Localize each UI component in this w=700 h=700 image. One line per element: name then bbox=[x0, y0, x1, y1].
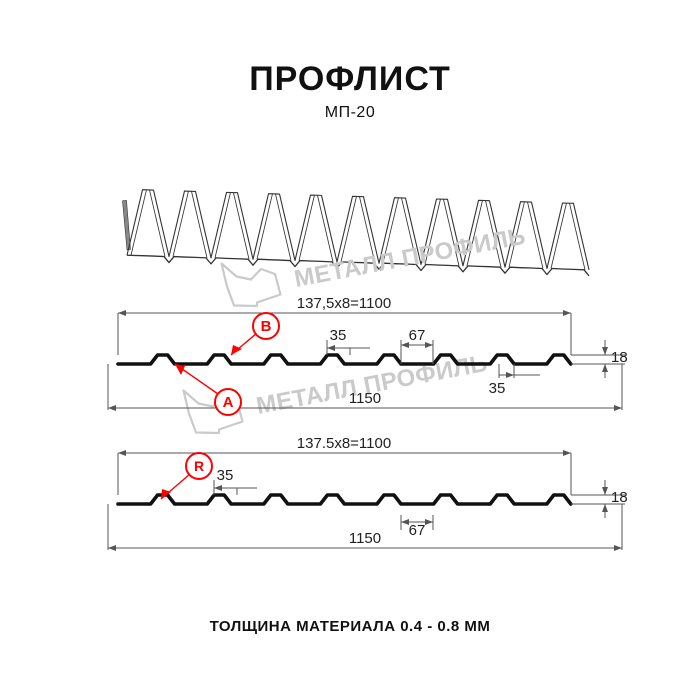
svg-text:137.5x8=1100: 137.5x8=1100 bbox=[297, 435, 391, 452]
svg-text:67: 67 bbox=[409, 522, 426, 539]
svg-text:R: R bbox=[194, 458, 204, 474]
svg-text:18: 18 bbox=[611, 489, 628, 506]
svg-text:1150: 1150 bbox=[349, 530, 381, 547]
svg-text:35: 35 bbox=[217, 467, 234, 484]
